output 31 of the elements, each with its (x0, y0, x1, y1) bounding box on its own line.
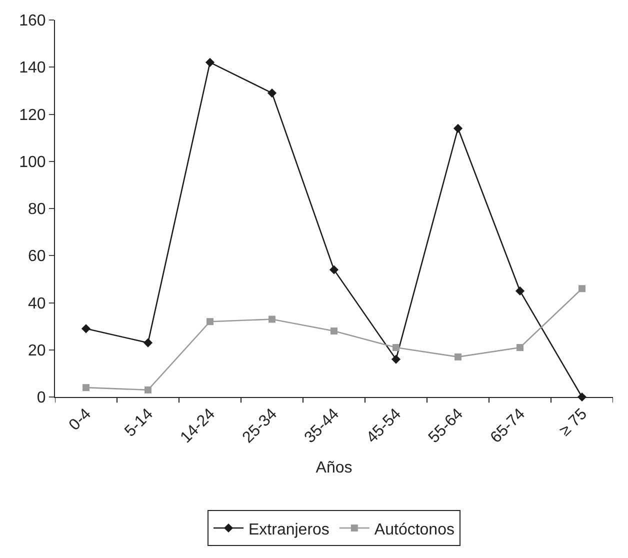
y-tick-label: 140 (19, 60, 46, 77)
y-tick-label: 160 (19, 12, 46, 30)
point (516, 344, 524, 352)
point (392, 344, 400, 352)
point (268, 316, 276, 323)
point (578, 285, 586, 292)
y-tick-label: 100 (19, 154, 46, 171)
point (453, 124, 463, 133)
point (329, 265, 339, 274)
point (454, 353, 462, 360)
point (267, 88, 277, 98)
x-axis-title: Años (316, 459, 352, 476)
y-tick-label: 120 (19, 106, 46, 124)
point (206, 318, 214, 326)
point (81, 324, 91, 334)
x-tick-label: 0-4 (66, 406, 95, 434)
point (515, 286, 525, 296)
y-tick-label: 60 (28, 248, 46, 266)
point (330, 328, 338, 335)
y-tick-label: 20 (28, 342, 46, 360)
y-tick-label: 80 (28, 201, 46, 218)
point (143, 338, 153, 348)
x-tick-label: ≥ 75 (556, 406, 591, 440)
y-tick-label: 40 (28, 295, 46, 312)
y-tick-label: 0 (36, 390, 46, 407)
point (391, 354, 401, 364)
legend-label: Extranjeros (248, 521, 330, 538)
point (144, 386, 152, 394)
legend-label: Autóctonos (374, 521, 454, 538)
point (82, 384, 90, 392)
point (205, 58, 215, 67)
